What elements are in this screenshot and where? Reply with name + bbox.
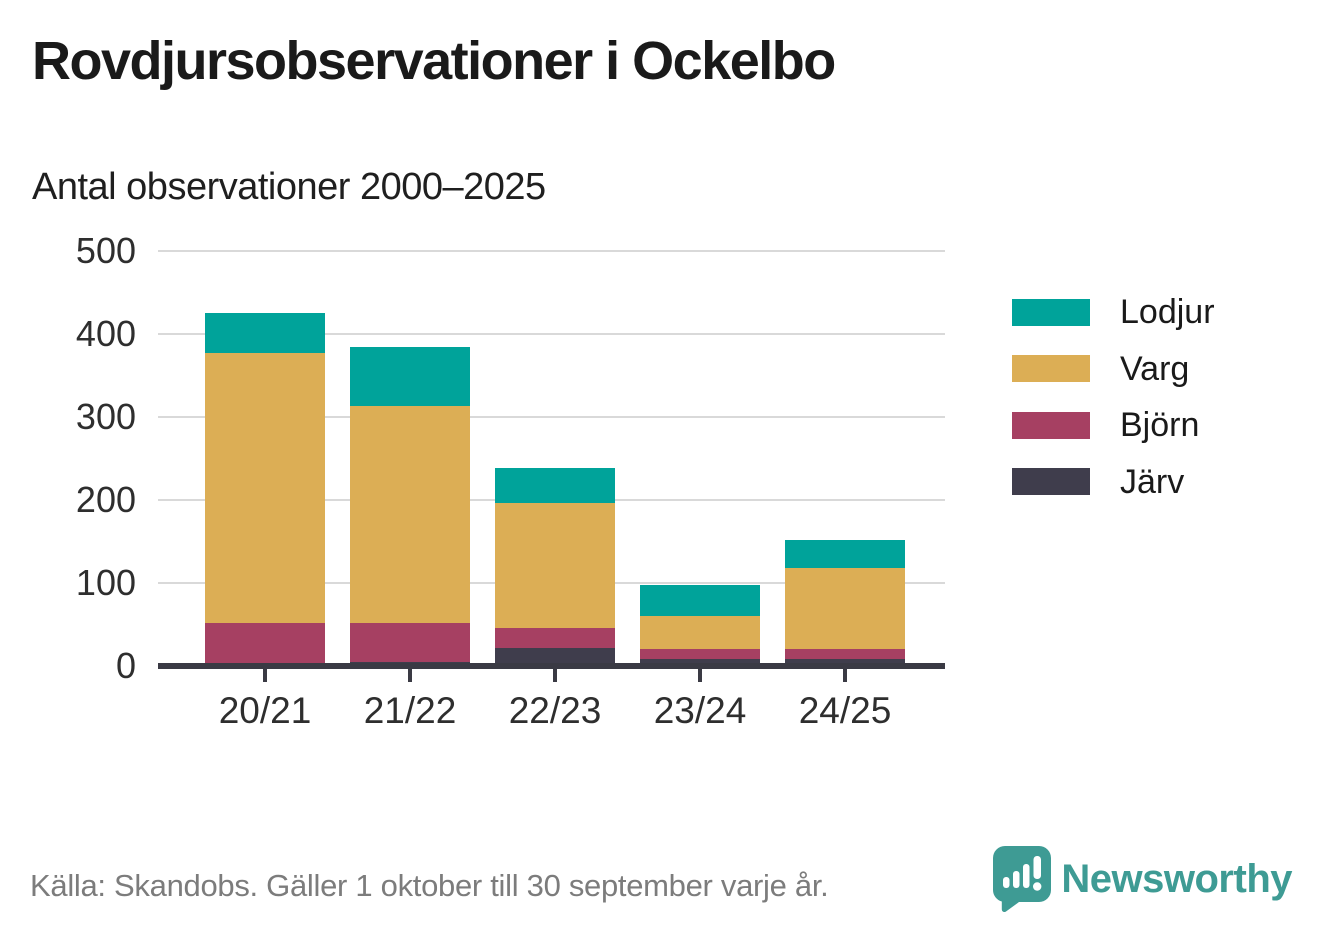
x-axis-tick [698, 669, 702, 682]
legend-item-järv: Järv [1012, 465, 1184, 499]
bar-chart-speech-bubble-icon [993, 846, 1052, 912]
bar-segment-varg [495, 503, 615, 628]
bar-segment-lodjur [640, 585, 760, 617]
legend-item-björn: Björn [1012, 408, 1199, 442]
bar-segment-lodjur [350, 347, 470, 407]
bar-21-22 [350, 347, 470, 666]
gridline [158, 333, 945, 335]
gridline [158, 250, 945, 252]
y-axis-tick-label: 0 [115, 645, 136, 686]
bar-segment-järv [785, 659, 905, 666]
legend-item-varg: Varg [1012, 352, 1189, 386]
x-axis-tick [553, 669, 557, 682]
legend-swatch-björn [1012, 411, 1090, 439]
legend-label: Björn [1120, 406, 1200, 444]
bar-segment-varg [640, 616, 760, 650]
bar-segment-varg [785, 568, 905, 650]
legend-label: Järv [1120, 462, 1185, 501]
bar-segment-lodjur [205, 313, 325, 354]
x-axis-tick-label: 23/24 [653, 690, 747, 731]
legend-swatch-varg [1012, 355, 1090, 382]
bar-segment-björn [350, 622, 470, 662]
y-axis-tick-label: 200 [75, 479, 136, 520]
legend-item-lodjur: Lodjur [1012, 295, 1215, 329]
source-note: Källa: Skandobs. Gäller 1 oktober till 3… [30, 868, 829, 903]
x-axis-line [158, 663, 945, 669]
bar-22-23 [495, 468, 615, 666]
bar-segment-björn [785, 649, 905, 660]
y-axis-tick-label: 400 [75, 313, 136, 354]
bar-24-25 [785, 539, 905, 666]
legend-swatch-lodjur [1012, 298, 1090, 326]
gridline [158, 416, 945, 418]
x-axis-tick-label: 22/23 [508, 690, 602, 731]
chart-subtitle: Antal observationer 2000–2025 [32, 166, 546, 208]
y-axis-tick-label: 500 [75, 230, 136, 271]
bar-segment-järv [640, 659, 760, 666]
legend-swatch-järv [1012, 468, 1090, 495]
bar-segment-varg [205, 353, 325, 623]
bar-segment-järv [495, 647, 615, 666]
brand-logo: Newsworthy [993, 846, 1292, 912]
x-axis-tick-label: 24/25 [798, 690, 892, 731]
legend-label: Varg [1120, 349, 1190, 388]
bar-segment-björn [205, 622, 325, 666]
x-axis-tick [263, 669, 267, 682]
bar-segment-varg [350, 406, 470, 623]
x-axis-tick [843, 669, 847, 682]
page-title: Rovdjursobservationer i Ockelbo [32, 31, 836, 91]
y-axis-tick-label: 300 [75, 396, 136, 437]
bar-segment-björn [640, 649, 760, 660]
bar-segment-lodjur [495, 468, 615, 504]
bar-segment-lodjur [785, 539, 905, 569]
legend-label: Lodjur [1120, 293, 1215, 331]
x-axis-tick [408, 669, 412, 682]
brand-name: Newsworthy [1061, 857, 1292, 901]
bar-segment-björn [495, 627, 615, 648]
y-axis-tick-label: 100 [75, 562, 136, 603]
bar-20-21 [205, 313, 325, 666]
x-axis-tick-label: 20/21 [218, 690, 312, 731]
bar-23-24 [640, 585, 760, 666]
x-axis-tick-label: 21/22 [363, 690, 457, 731]
